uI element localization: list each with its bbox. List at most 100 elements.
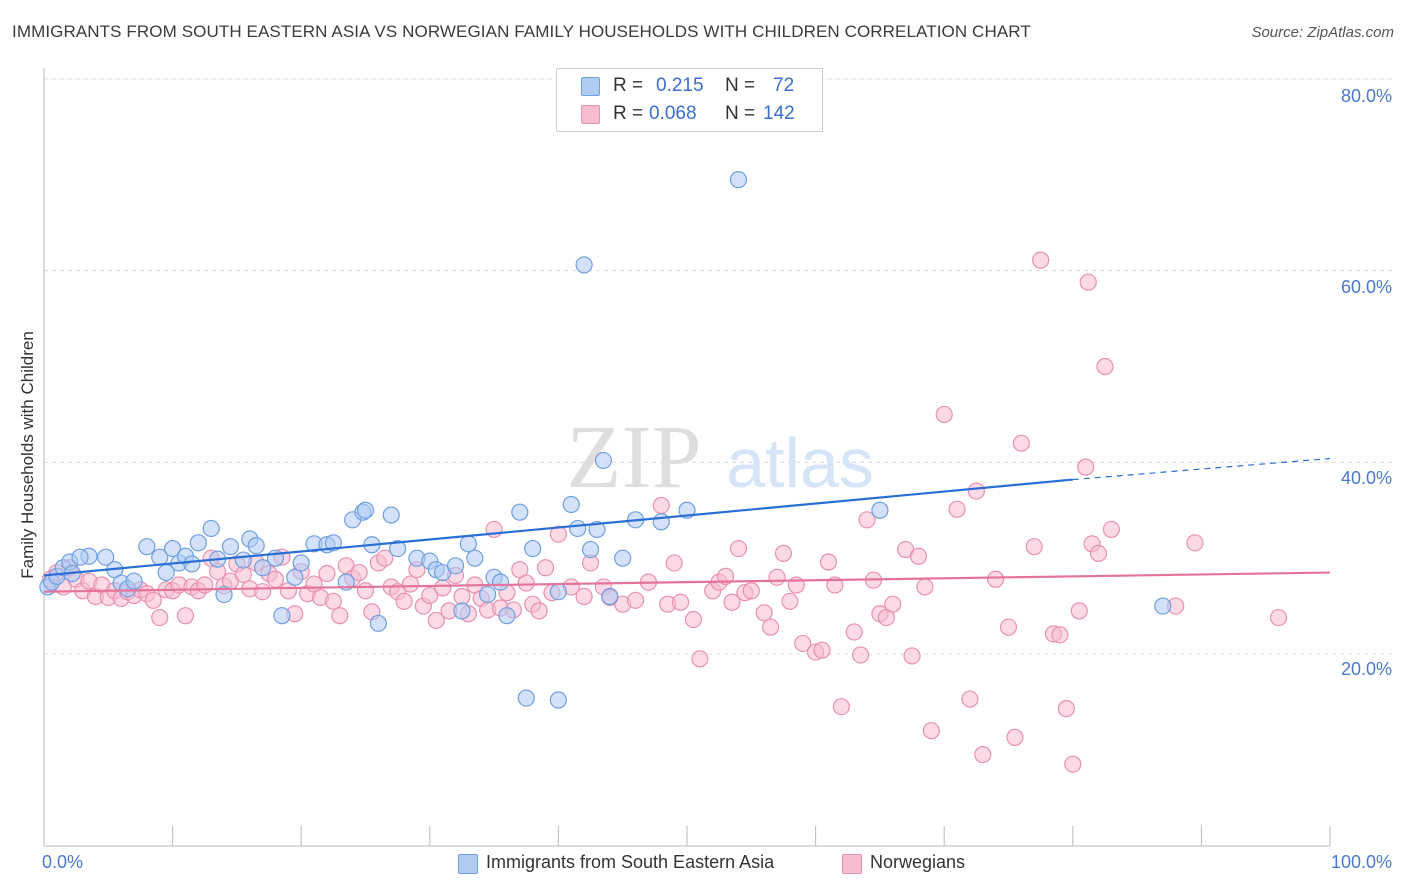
sea-point: [164, 539, 182, 558]
norwegian-point: [196, 576, 214, 594]
norwegian-point: [1186, 534, 1204, 552]
sea-point: [97, 548, 115, 566]
y-tick-label-80: 80.0%: [1340, 86, 1392, 106]
norwegian-point: [530, 602, 548, 620]
sea-point: [183, 555, 201, 573]
norwegian-point: [395, 592, 413, 610]
sea-point: [125, 572, 143, 590]
legend-box: R = 0.215 N = 72 R = 0.068 N = 142: [556, 68, 823, 132]
norwegian-point: [318, 564, 336, 583]
sea-point: [511, 503, 529, 521]
norwegian-point: [755, 604, 773, 622]
norwegian-point: [1006, 728, 1024, 746]
norwegian-point: [935, 405, 953, 424]
sea-point: [871, 501, 889, 519]
sea-point: [601, 587, 619, 606]
sea-point: [254, 559, 272, 577]
sea-point: [588, 520, 606, 539]
sea-point: [221, 538, 240, 556]
sea-point: [549, 691, 568, 709]
sea-point: [562, 495, 580, 514]
trend-line-sea-extension: [1072, 457, 1331, 481]
trend-line-norwegians: [43, 571, 1331, 593]
y-tick-label-20: 20.0%: [1340, 659, 1392, 679]
norwegian-point: [144, 591, 162, 609]
sea-point: [453, 602, 471, 620]
norwegian-point: [884, 595, 902, 613]
norwegian-point: [723, 593, 741, 611]
norwegian-point: [324, 592, 342, 610]
sea-point: [215, 585, 233, 604]
y-tick-label-60: 60.0%: [1340, 277, 1392, 297]
sea-point: [1154, 597, 1172, 615]
sea-point: [517, 689, 535, 707]
norwegian-point: [549, 525, 568, 543]
sea-point: [581, 540, 600, 559]
x-tick-label-100: 100.0%: [1330, 852, 1392, 872]
trend-line-sea: [43, 478, 1073, 577]
norwegian-point: [948, 500, 966, 518]
norwegian-point: [401, 575, 420, 593]
sea-point: [324, 534, 342, 552]
bottom-legend-swatch-blue: [458, 854, 478, 874]
norwegians-points: [41, 251, 1288, 773]
sea-point: [466, 549, 484, 567]
norwegian-point: [1079, 273, 1097, 291]
norwegian-point: [421, 586, 439, 605]
norwegian-point: [819, 553, 838, 571]
norwegian-point: [1077, 458, 1095, 476]
norwegian-point: [974, 746, 992, 764]
legend-row-sea: R = 0.215 N = 72: [557, 73, 822, 99]
norwegian-point: [434, 579, 452, 597]
norwegian-point: [536, 559, 555, 577]
sea-point: [292, 554, 310, 572]
legend-n-label: N =: [725, 75, 756, 96]
sea-point: [382, 506, 400, 524]
bottom-legend-sea: Immigrants from South Eastern Asia: [458, 852, 818, 876]
norwegian-point: [852, 646, 870, 664]
norwegian-point: [729, 539, 748, 558]
norwegian-point: [1057, 700, 1075, 718]
x-tick-label-0: 0.0%: [42, 852, 84, 872]
norwegian-point: [1089, 544, 1108, 562]
legend-n-label: N =: [725, 103, 756, 124]
sea-point: [356, 501, 375, 519]
sea-point: [575, 256, 593, 274]
norwegian-point: [266, 570, 285, 588]
watermark-atlas: atlas: [726, 424, 874, 502]
norwegian-point: [1096, 357, 1114, 376]
sea-point: [498, 607, 516, 625]
legend-r-label: R =: [613, 103, 644, 124]
norwegian-point: [987, 570, 1005, 588]
norwegian-point: [909, 547, 928, 565]
grid-lines: [44, 78, 1392, 655]
norwegian-point: [331, 607, 349, 625]
source-credit: Source: ZipAtlas.com: [1251, 24, 1394, 41]
norwegian-point: [1012, 434, 1030, 452]
norwegian-point: [794, 634, 812, 653]
norwegian-point: [961, 690, 979, 708]
sea-point: [202, 519, 220, 538]
norwegian-point: [999, 618, 1018, 636]
legend-r-value: 0.068: [649, 103, 697, 124]
sea-point: [273, 607, 291, 625]
norwegian-point: [376, 549, 394, 567]
norwegian-point: [691, 650, 709, 668]
norwegian-point: [176, 607, 195, 625]
norwegian-point: [1025, 538, 1043, 556]
sea-point: [614, 549, 632, 567]
norwegian-point: [151, 608, 169, 627]
legend-row-norwegians: R = 0.068 N = 142: [557, 101, 822, 127]
norwegian-point: [845, 623, 863, 641]
watermark-zip: ZIP: [567, 408, 702, 507]
sea-point: [247, 537, 265, 555]
sea-point: [138, 538, 156, 556]
sea-point: [459, 535, 477, 553]
norwegian-point: [684, 610, 703, 629]
norwegian-point: [671, 593, 690, 611]
norwegian-point: [761, 618, 780, 636]
legend-n-value: 142: [763, 103, 795, 124]
norwegian-point: [858, 511, 876, 529]
norwegian-point: [1070, 602, 1088, 620]
